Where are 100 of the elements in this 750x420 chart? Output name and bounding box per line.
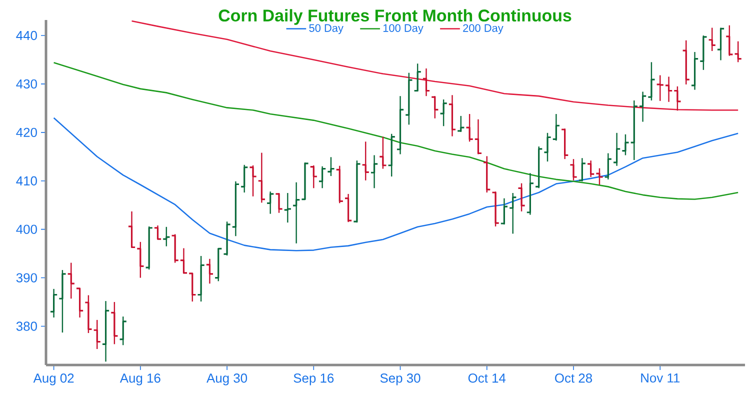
candlestick xyxy=(595,168,604,186)
candlestick xyxy=(93,319,102,350)
candlestick xyxy=(67,262,76,300)
candlestick xyxy=(50,288,58,318)
candlestick xyxy=(708,27,716,52)
candlestick xyxy=(621,134,630,156)
candlestick xyxy=(266,190,274,214)
candlestick xyxy=(352,160,362,224)
candlestick xyxy=(526,172,534,216)
x-tick-label: Oct 28 xyxy=(555,374,592,383)
candlestick xyxy=(725,24,734,56)
candlestick xyxy=(370,154,378,189)
y-tick-label: 420 xyxy=(16,128,37,137)
candlestick xyxy=(430,95,440,119)
candlestick xyxy=(734,40,742,63)
candlestick xyxy=(448,94,456,137)
candlestick xyxy=(673,86,682,112)
candlestick xyxy=(482,156,491,194)
legend-label: 200 Day xyxy=(463,24,504,34)
candlestick xyxy=(543,132,552,162)
candlestick xyxy=(102,300,110,362)
candlestick xyxy=(578,158,586,182)
candlestick xyxy=(439,98,448,127)
candlestick xyxy=(248,164,258,197)
candlestick xyxy=(404,72,414,126)
candlestick xyxy=(388,133,396,178)
candlestick xyxy=(188,272,196,302)
candlestick xyxy=(422,68,430,97)
candlestick xyxy=(76,287,84,318)
candlestick xyxy=(118,316,128,346)
candlestick xyxy=(378,136,388,170)
candlestick xyxy=(656,74,664,102)
candlestick xyxy=(232,180,240,237)
y-tick-label: 380 xyxy=(16,322,37,331)
candlestick xyxy=(647,62,656,102)
candlestick xyxy=(300,162,310,200)
chart-title: Corn Daily Futures Front Month Continuous xyxy=(218,9,572,25)
candlestick xyxy=(84,294,93,334)
candlestick xyxy=(491,190,500,228)
candlestick xyxy=(336,165,344,204)
candlestick xyxy=(560,128,569,160)
candlestick xyxy=(144,226,154,270)
x-tick-label: Oct 14 xyxy=(468,374,506,383)
x-tick-label: Aug 16 xyxy=(120,374,160,386)
candlestick xyxy=(638,91,647,122)
candlestick xyxy=(630,100,638,161)
y-tick-label: 440 xyxy=(16,30,37,40)
legend-label: 100 Day xyxy=(383,24,424,34)
legend-label: 50 Day xyxy=(309,24,344,34)
candlestick xyxy=(110,301,119,345)
candlestick xyxy=(222,220,232,256)
candlestick xyxy=(318,166,326,189)
candlestick xyxy=(699,34,708,71)
x-tick-label: Aug 02 xyxy=(33,374,74,386)
candlestick xyxy=(552,113,560,142)
y-tick-label: 390 xyxy=(16,273,37,282)
candlestick xyxy=(170,234,180,264)
candlestick xyxy=(284,192,292,224)
candlestick xyxy=(310,164,318,189)
candlestick xyxy=(292,182,300,244)
candlestick xyxy=(612,132,621,166)
candlestick xyxy=(716,27,725,61)
candlestick xyxy=(534,146,543,189)
candlestick xyxy=(196,255,206,302)
candlestick xyxy=(517,182,526,212)
candlestick xyxy=(154,224,162,240)
y-tick-label: 410 xyxy=(16,176,37,186)
candlestick xyxy=(508,192,517,234)
candlestick xyxy=(569,158,578,181)
x-tick-label: Aug 30 xyxy=(206,374,248,386)
candlestick xyxy=(690,51,699,90)
candlestick xyxy=(58,269,67,334)
candlestick xyxy=(162,226,170,247)
candlestick xyxy=(206,258,214,284)
y-tick-label: 430 xyxy=(16,79,37,89)
candlestick xyxy=(586,160,595,178)
line-series xyxy=(53,62,739,200)
candlestick xyxy=(128,210,136,248)
candlestick xyxy=(258,152,266,204)
candlestick xyxy=(456,115,465,133)
candlestick xyxy=(465,113,474,142)
candlestick xyxy=(500,198,508,226)
candlestick xyxy=(214,248,222,282)
candlestick xyxy=(180,248,188,274)
candlestick xyxy=(604,152,612,180)
candlestick xyxy=(362,141,370,181)
candlestick xyxy=(344,193,352,223)
x-tick-label: Nov 11 xyxy=(641,374,680,383)
candlestick xyxy=(396,95,404,155)
candlestick xyxy=(414,63,422,92)
candlestick xyxy=(474,118,482,155)
x-tick-label: Sep 30 xyxy=(380,374,420,386)
y-tick-label: 400 xyxy=(16,224,37,234)
candlestick xyxy=(664,76,673,102)
candlestick xyxy=(274,192,284,214)
candlestick xyxy=(240,164,248,194)
candlestick xyxy=(682,40,690,86)
candlestick xyxy=(136,241,145,278)
candlestick xyxy=(326,156,336,177)
x-tick-label: Sep 16 xyxy=(294,374,334,386)
